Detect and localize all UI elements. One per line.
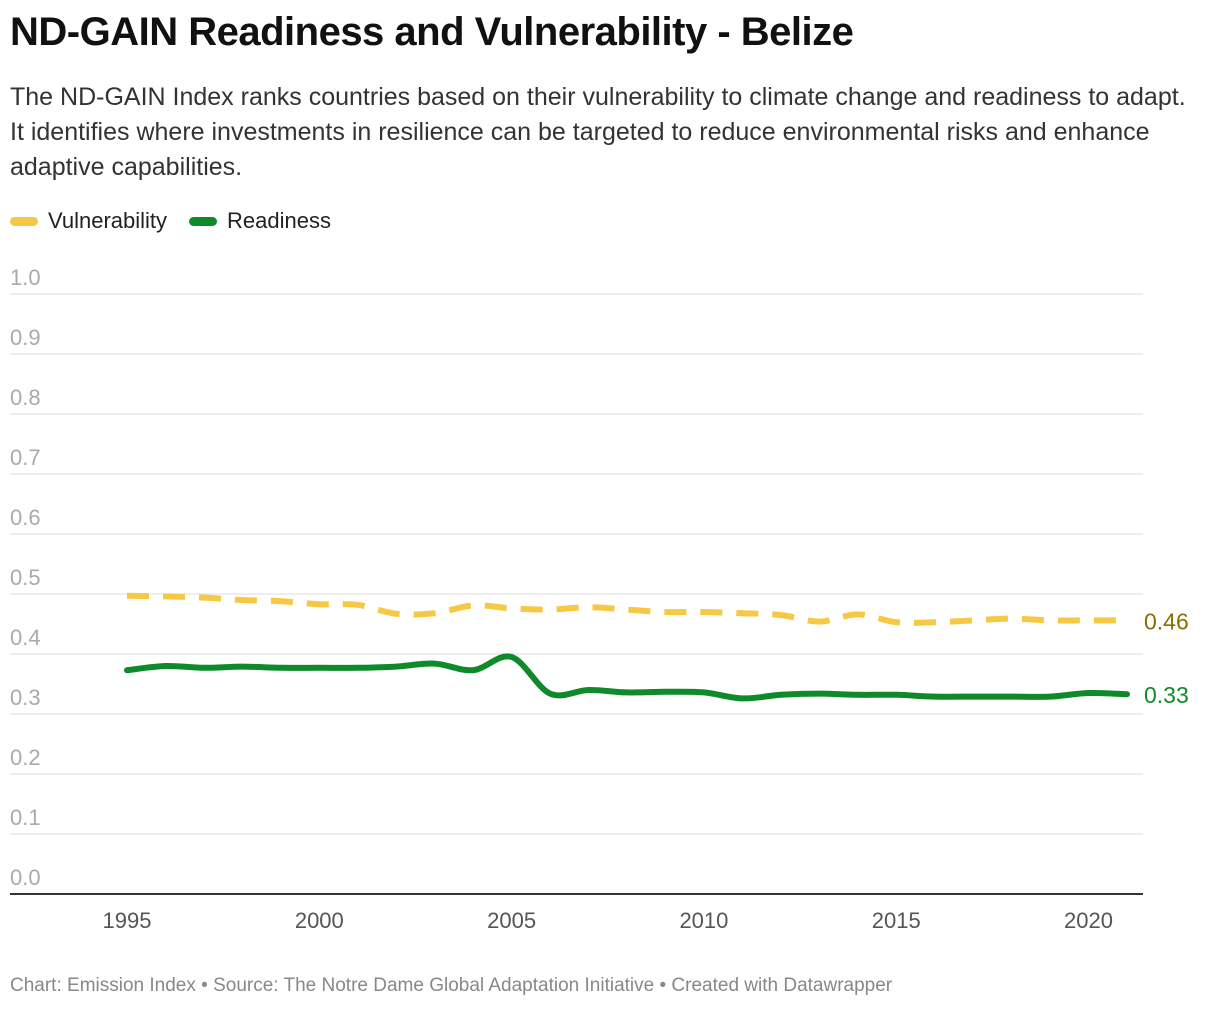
legend-label-vulnerability: Vulnerability [48, 208, 168, 233]
chart-footer: Chart: Emission Index • Source: The Notr… [10, 975, 892, 997]
x-tick-label: 1995 [103, 908, 152, 933]
y-tick-label: 0.9 [10, 325, 41, 350]
legend-label-readiness: Readiness [227, 208, 331, 233]
legend: Vulnerability Readiness [10, 208, 353, 234]
end-label-vulnerability: 0.46 [1144, 608, 1189, 634]
legend-item-vulnerability: Vulnerability [10, 208, 167, 234]
legend-item-readiness: Readiness [189, 208, 331, 234]
y-tick-label: 0.2 [10, 745, 41, 770]
series-line-vulnerability [126, 592, 1127, 626]
chart-title: ND-GAIN Readiness and Vulnerability - Be… [10, 10, 854, 54]
y-tick-label: 0.8 [10, 385, 41, 410]
footer-chart-credit: Chart: Emission Index [10, 975, 196, 996]
series-line-readiness [124, 653, 1130, 702]
y-tick-label: 1.0 [10, 265, 41, 290]
x-tick-label: 2015 [872, 908, 921, 933]
x-tick-label: 2020 [1064, 908, 1113, 933]
end-label-readiness: 0.33 [1144, 682, 1189, 708]
y-tick-label: 0.0 [10, 865, 41, 890]
footer-source: Source: The Notre Dame Global Adaptation… [213, 975, 655, 996]
chart-subtitle: The ND-GAIN Index ranks countries based … [10, 83, 1186, 181]
y-tick-label: 0.1 [10, 805, 41, 830]
y-tick-label: 0.6 [10, 505, 41, 530]
x-tick-label: 2005 [487, 908, 536, 933]
x-tick-label: 2010 [679, 908, 728, 933]
y-tick-label: 0.7 [10, 445, 41, 470]
footer-separator: • [659, 975, 667, 996]
y-tick-label: 0.5 [10, 565, 41, 590]
footer-created-with: Created with Datawrapper [671, 975, 893, 996]
x-tick-label: 2000 [295, 908, 344, 933]
legend-swatch-readiness [189, 216, 218, 226]
line-chart: 0.0 0.1 0.2 0.3 0.4 0.5 0.6 0.7 0.8 0.9 1.0 1995 200… [10, 265, 1189, 933]
y-tick-label: 0.4 [10, 625, 41, 650]
legend-swatch-vulnerability [10, 216, 38, 226]
y-tick-label: 0.3 [10, 685, 41, 710]
footer-separator: • [201, 975, 208, 996]
